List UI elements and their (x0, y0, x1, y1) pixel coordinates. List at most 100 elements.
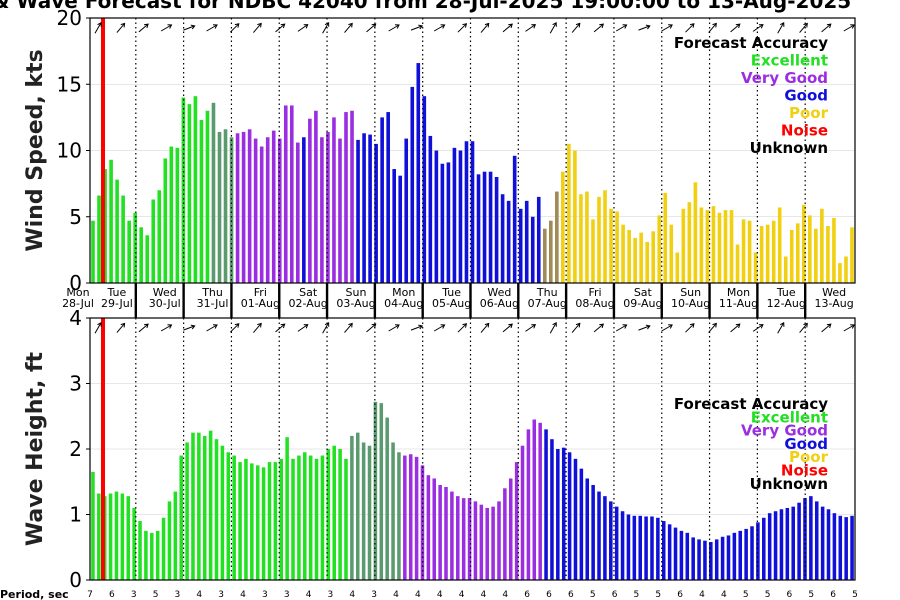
arrow-shaft (752, 324, 764, 332)
bar (450, 491, 454, 580)
arrow-head (803, 322, 808, 328)
period-value: 3 (218, 590, 224, 600)
arrow-shaft (366, 23, 377, 33)
arrow-head (622, 24, 628, 29)
period-value: 6 (787, 590, 793, 600)
bar (679, 530, 684, 581)
direction-arrow (685, 323, 695, 333)
arrow-shaft (138, 323, 149, 333)
direction-arrow (206, 324, 218, 332)
arrow-head (484, 22, 490, 28)
bar (205, 110, 210, 283)
arrow-shaft (410, 25, 423, 31)
bar (506, 200, 511, 283)
arrow-head (462, 323, 468, 328)
bar (738, 530, 743, 581)
direction-arrow (297, 324, 309, 332)
direction-arrow (730, 23, 741, 33)
period-value: 6 (524, 590, 530, 600)
bar (744, 528, 748, 580)
bar (585, 478, 590, 580)
arrow-head (97, 21, 102, 27)
bar (795, 223, 800, 284)
y-tick-label: 10 (57, 139, 82, 163)
legend-entry: Noise (781, 122, 828, 140)
arrow-head (418, 324, 424, 330)
direction-arrow (138, 323, 149, 333)
bar (591, 219, 595, 283)
arrow-shaft (661, 324, 673, 332)
direction-arrow (433, 24, 446, 32)
day-date: 12-Aug (767, 297, 806, 310)
bar (585, 191, 589, 283)
arrow-shaft (843, 24, 855, 32)
arrow-head (394, 24, 400, 29)
period-value: 6 (612, 590, 618, 600)
bar (126, 496, 131, 580)
day-date: 02-Aug (289, 297, 328, 310)
bar (91, 220, 95, 283)
bar (385, 417, 389, 580)
arrow-head (190, 324, 196, 330)
bar (296, 142, 300, 283)
bar (214, 439, 219, 580)
bar (779, 509, 784, 580)
day-label-strip: Mon28-JulTue29-JulWed30-JulThu31-JulFri0… (62, 283, 854, 318)
arrow-shaft (206, 324, 218, 332)
day-name: Sat (299, 286, 318, 299)
bar (169, 146, 174, 283)
bar (422, 96, 427, 284)
bar (120, 493, 125, 580)
arrow-head (440, 24, 446, 29)
direction-arrow (229, 323, 240, 333)
legend-entry: Excellent (751, 52, 828, 70)
direction-arrow (116, 322, 126, 333)
bar (832, 218, 836, 283)
arrow-head (735, 323, 741, 329)
arrow-shaft (843, 324, 855, 332)
day-date: 01-Aug (241, 297, 280, 310)
direction-arrow (571, 22, 581, 33)
arrow-shaft (549, 322, 557, 334)
bar (114, 491, 119, 580)
arrow-shaft (322, 322, 330, 334)
legend-entry: Unknown (750, 139, 828, 157)
bar (687, 202, 692, 283)
arrow-shaft (183, 25, 195, 31)
bar (750, 526, 754, 580)
bar (826, 226, 830, 283)
arrow-head (599, 23, 605, 29)
arrow-head (668, 324, 673, 329)
bar (185, 442, 189, 580)
arrow-head (689, 323, 695, 328)
bar (614, 506, 619, 580)
bar (709, 542, 713, 580)
direction-arrow (253, 322, 262, 333)
bar (97, 493, 101, 580)
bar (809, 496, 813, 580)
arrow-shaft (160, 324, 172, 332)
arrow-shaft (480, 323, 490, 333)
arrow-head (826, 23, 832, 29)
bar (609, 501, 613, 580)
bar (549, 220, 553, 283)
arrow-shaft (799, 323, 808, 333)
bar (544, 429, 548, 580)
bar (458, 150, 463, 283)
arrow-shaft (752, 24, 764, 32)
chart-title: & Wave Forecast for NDBC 42040 from 28-J… (0, 0, 851, 13)
arrow-shaft (730, 23, 741, 33)
bar (175, 147, 180, 283)
bar (314, 458, 319, 580)
arrow-shaft (116, 23, 125, 33)
day-name: Mon (727, 286, 750, 299)
arrow-head (120, 322, 126, 328)
bar (699, 207, 704, 283)
arrow-shaft (457, 23, 467, 33)
bar (488, 171, 493, 283)
bar (386, 112, 390, 283)
bar (392, 169, 396, 283)
arrow-head (212, 324, 218, 329)
arrow-head (371, 23, 377, 29)
period-value: 6 (568, 590, 574, 600)
